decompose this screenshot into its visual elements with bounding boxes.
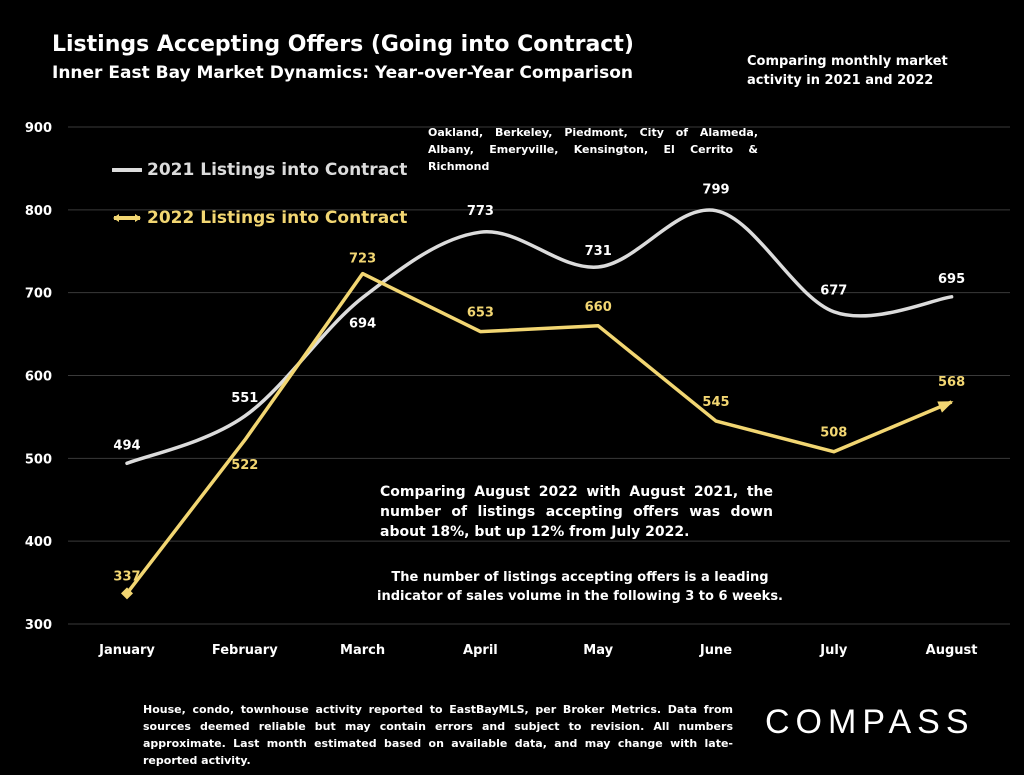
leading-indicator-note: The number of listings accepting offers … (376, 570, 783, 604)
series-2022-point (937, 401, 954, 413)
region-note: Oakland, Berkeley, Piedmont, City of Ala… (428, 126, 758, 173)
data-label-2022: 522 (231, 458, 258, 473)
y-tick-label: 300 (25, 618, 52, 633)
x-tick-label: May (583, 643, 613, 658)
data-label-2022: 723 (349, 252, 376, 267)
compass-logo: COMPASS (765, 703, 975, 741)
series-2022-line (125, 271, 953, 595)
chart-subtitle: Inner East Bay Market Dynamics: Year-ove… (52, 63, 634, 83)
y-tick-label: 600 (25, 370, 52, 385)
y-tick-label: 400 (25, 535, 52, 550)
data-label-2021: 799 (702, 183, 729, 198)
legend-line-2021-icon (112, 168, 142, 172)
legend-item-2021: 2021 Listings into Contract (112, 160, 407, 180)
x-tick-label: August (926, 643, 978, 658)
data-label-2021: 677 (820, 284, 847, 299)
y-tick-label: 500 (25, 452, 52, 467)
data-label-2021: 695 (938, 272, 965, 287)
legend-label-2022: 2022 Listings into Contract (147, 208, 408, 228)
y-tick-label: 900 (25, 121, 52, 136)
series-2021-line (125, 208, 954, 466)
data-label-2021: 731 (585, 244, 612, 259)
series-2022-point (121, 587, 133, 600)
x-tick-label: April (463, 643, 498, 658)
comparison-note: Comparing monthly market activity in 202… (747, 54, 948, 88)
data-label-2021: 694 (349, 317, 376, 332)
y-tick-label: 700 (25, 287, 52, 302)
x-tick-label: March (340, 643, 385, 658)
chart-title: Listings Accepting Offers (Going into Co… (52, 32, 634, 57)
data-label-2022: 653 (467, 306, 494, 321)
data-label-2022: 568 (938, 375, 965, 390)
data-label-2021: 773 (467, 204, 494, 219)
x-tick-label: July (819, 643, 848, 658)
legend-item-2022: 2022 Listings into Contract (112, 208, 407, 228)
x-tick-label: February (212, 643, 278, 658)
data-source-footnote: House, condo, townhouse activity reporte… (143, 703, 733, 767)
data-label-2022: 337 (113, 569, 140, 584)
comparison-commentary: Comparing August 2022 with August 2021, … (380, 484, 773, 540)
y-tick-label: 800 (25, 204, 52, 219)
legend-line-2022-icon (113, 214, 141, 222)
x-tick-label: June (699, 643, 732, 658)
data-label-2021: 551 (231, 391, 258, 406)
x-tick-label: January (98, 643, 155, 658)
legend-label-2021: 2021 Listings into Contract (147, 160, 408, 180)
data-label-2022: 508 (820, 426, 847, 441)
data-label-2022: 660 (585, 300, 612, 315)
data-label-2022: 545 (702, 395, 729, 410)
data-label-2021: 494 (113, 438, 140, 453)
